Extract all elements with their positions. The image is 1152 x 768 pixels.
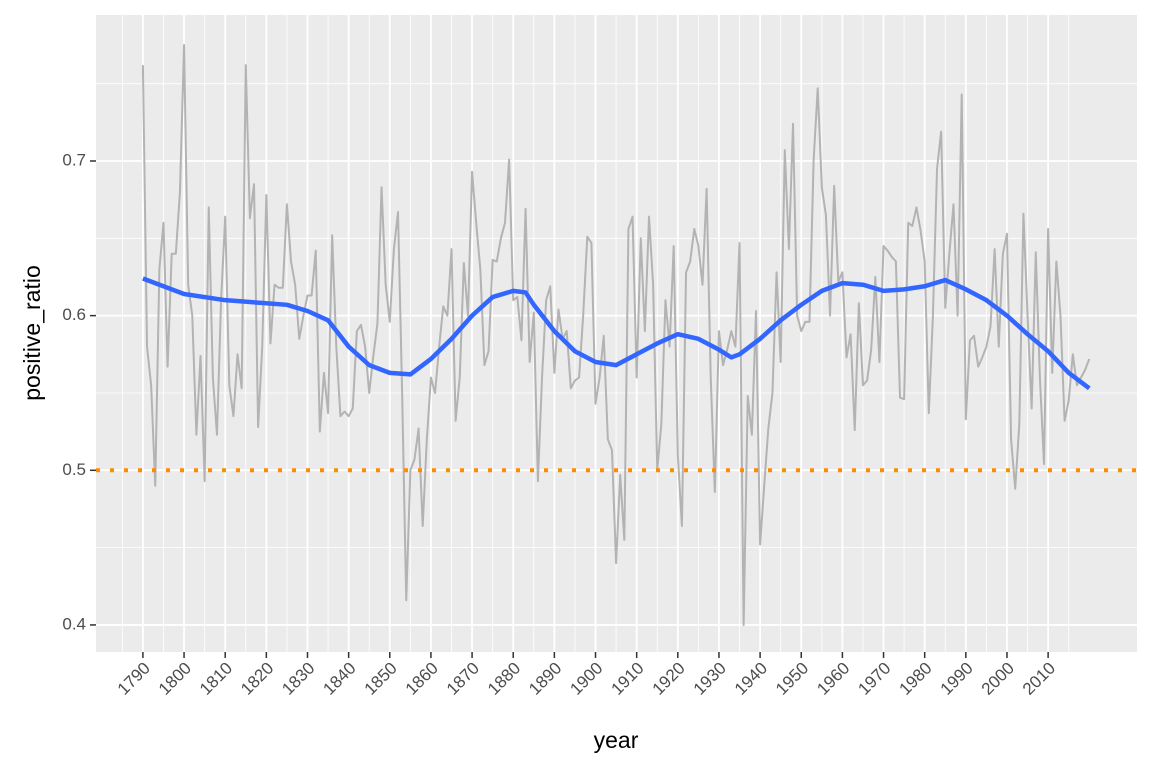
x-tick-label: 1920 (649, 659, 689, 699)
x-tick-label: 1950 (772, 659, 812, 699)
x-tick-label: 1810 (196, 659, 236, 699)
x-tick-label: 1870 (443, 659, 483, 699)
x-tick-label: 1790 (114, 659, 154, 699)
x-tick-label: 1850 (361, 659, 401, 699)
x-tick-label: 1880 (484, 659, 524, 699)
line (142, 276, 1091, 391)
x-tick-label: 1820 (237, 659, 277, 699)
x-tick-label: 1860 (402, 659, 442, 699)
x-tick-label: 1960 (813, 659, 853, 699)
x-tick-label: 1940 (731, 659, 771, 699)
x-tick-label: 1970 (854, 659, 894, 699)
y-tick-label: 0.4 (62, 614, 86, 633)
y-tick-label: 0.7 (62, 150, 86, 169)
x-tick-label: 1890 (525, 659, 565, 699)
y-tick-label: 0.5 (62, 460, 86, 479)
y-tick-label: 0.6 (62, 305, 86, 324)
x-tick-label: 1830 (278, 659, 318, 699)
x-tick-label: 1900 (566, 659, 606, 699)
y-axis-title: positive_ratio (19, 265, 45, 401)
x-tick-label: 1800 (155, 659, 195, 699)
x-tick-label: 2010 (1019, 659, 1059, 699)
x-tick-label: 1990 (937, 659, 977, 699)
x-tick-label: 1930 (690, 659, 730, 699)
x-tick-label: 1840 (319, 659, 359, 699)
line (141, 44, 1091, 626)
x-tick-label: 2000 (978, 659, 1018, 699)
x-axis-title: year (594, 727, 639, 753)
x-tick-label: 1910 (607, 659, 647, 699)
x-tick-label: 1980 (896, 659, 936, 699)
